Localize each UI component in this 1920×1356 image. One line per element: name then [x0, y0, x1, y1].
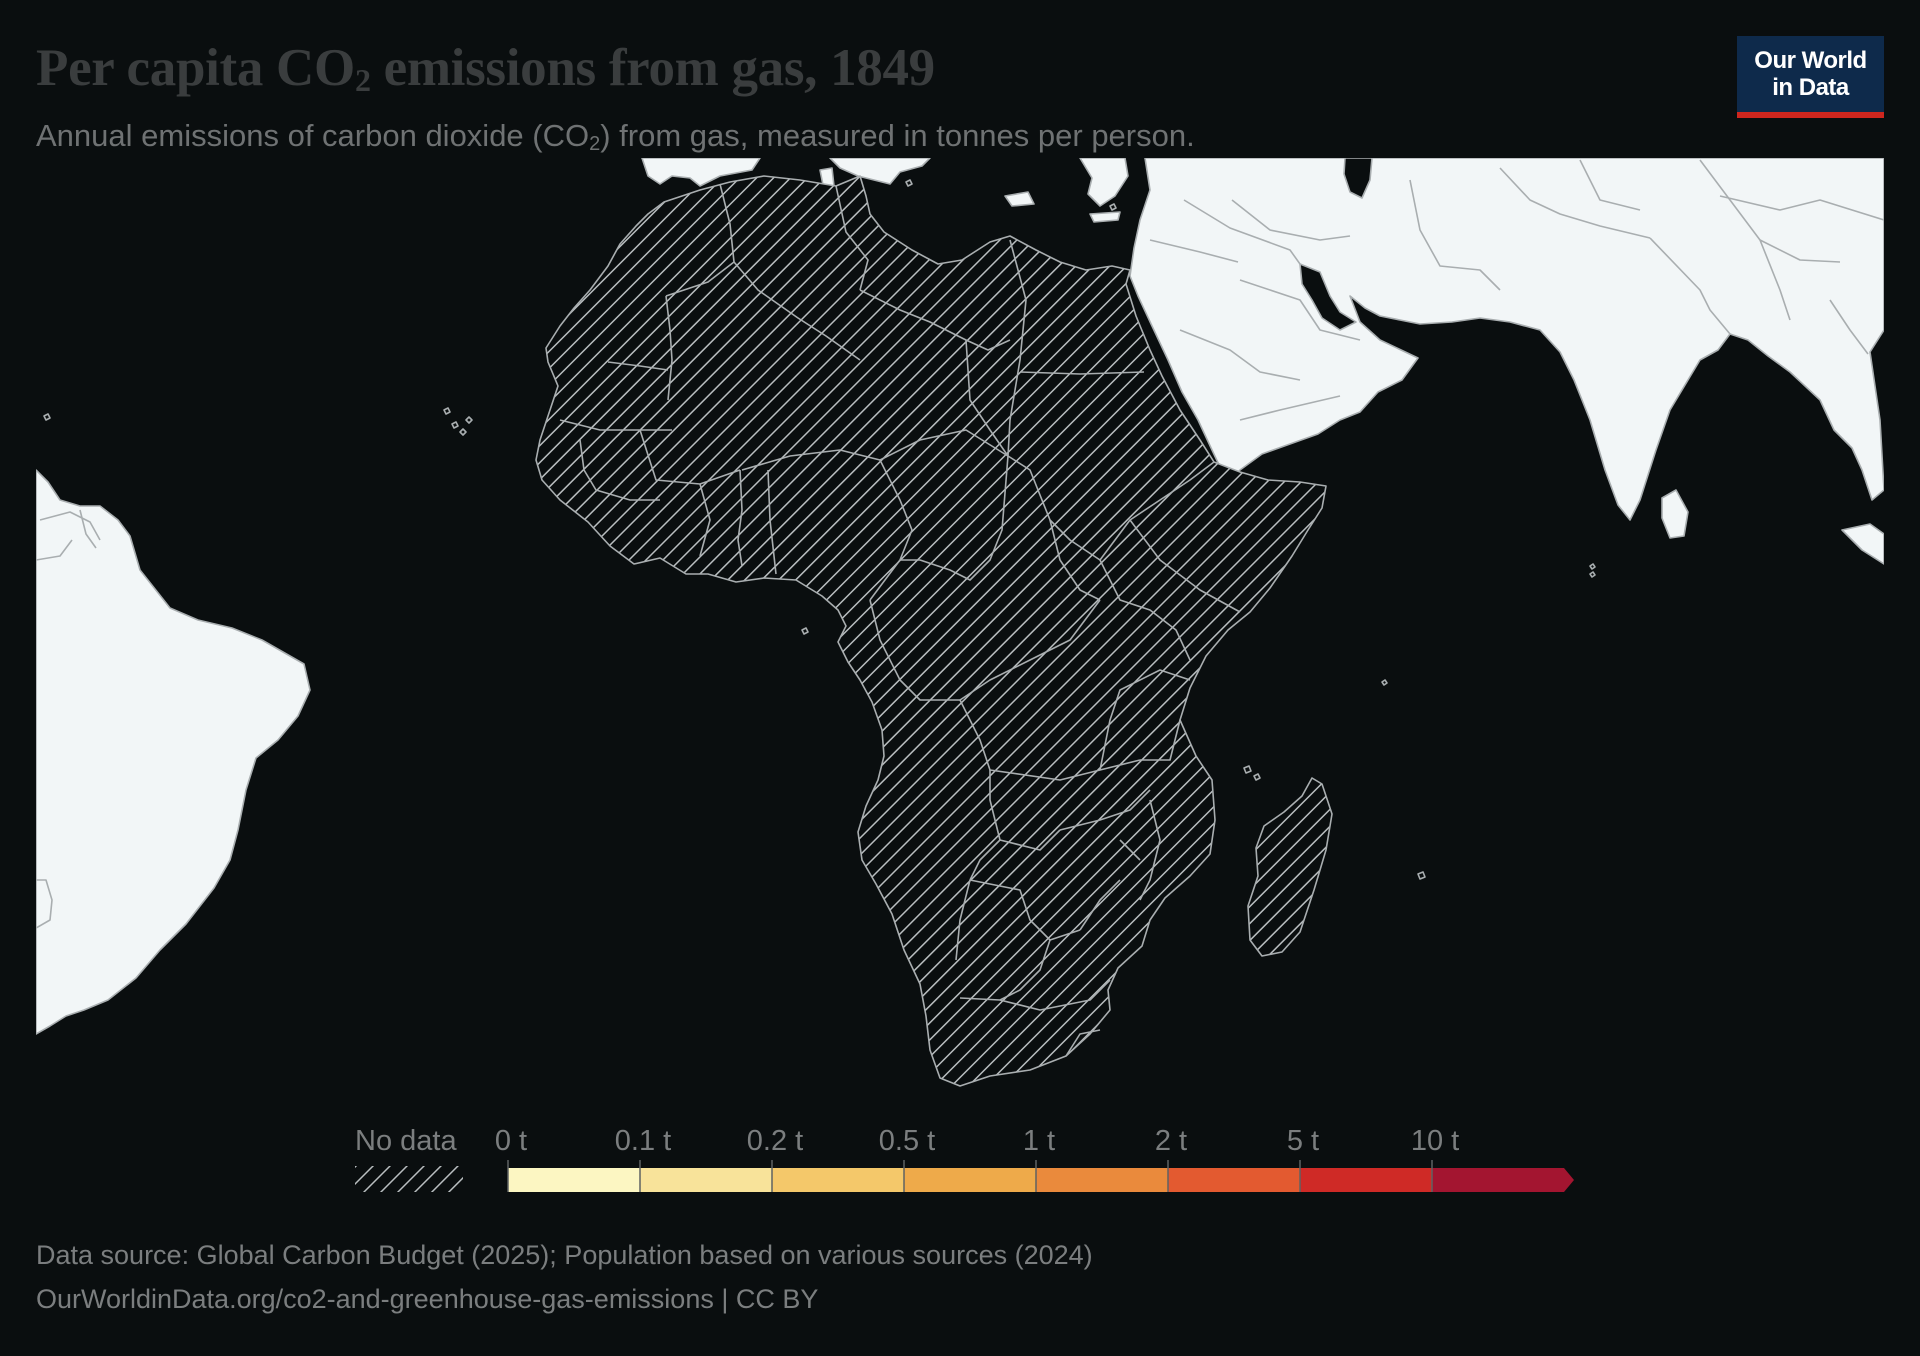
- chart-subtitle: Annual emissions of carbon dioxide (CO2)…: [36, 118, 1195, 156]
- legend-tick-label-2: 0.2 t: [746, 1125, 804, 1157]
- legend-tick-label-1: 0.1 t: [614, 1125, 672, 1157]
- asia-middle-east-land: [1129, 158, 1884, 521]
- legend-bin-6[interactable]: [1300, 1168, 1432, 1192]
- title-text: Per capita CO: [36, 39, 355, 97]
- subtitle-text-rest: ) from gas, measured in tonnes per perso…: [600, 118, 1195, 153]
- africa-borders: [559, 183, 1241, 1057]
- africa-nodata-region: [535, 175, 1327, 1087]
- europe-iberia-land: [641, 158, 761, 187]
- legend-no-data-label: No data: [355, 1125, 457, 1157]
- subtitle-subscript: 2: [589, 133, 601, 155]
- sicily-land: [1004, 191, 1035, 207]
- subtitle-text: Annual emissions of carbon dioxide (CO: [36, 118, 590, 153]
- chart-title: Per capita CO2 emissions from gas, 1849: [36, 38, 935, 99]
- legend-bin-5[interactable]: [1168, 1168, 1300, 1192]
- legend-bin-0[interactable]: [508, 1168, 640, 1192]
- title-subscript: 2: [354, 62, 371, 98]
- sumatra-land: [1841, 523, 1884, 565]
- small-islands: [43, 179, 1596, 880]
- legend-tick-label-6: 5 t: [1286, 1125, 1320, 1157]
- source-url-link[interactable]: OurWorldinData.org/co2-and-greenhouse-ga…: [36, 1284, 819, 1314]
- legend-bin-2[interactable]: [772, 1168, 904, 1192]
- legend-tick-label-5: 2 t: [1154, 1125, 1188, 1157]
- data-source-note: Data source: Global Carbon Budget (2025)…: [36, 1240, 1093, 1270]
- asia-borders: [1149, 159, 1884, 421]
- legend-tick-label-4: 1 t: [1022, 1125, 1056, 1157]
- legend-bin-4[interactable]: [1036, 1168, 1168, 1192]
- legend-bin-1[interactable]: [640, 1168, 772, 1192]
- legend-tick-label-7: 10 t: [1410, 1125, 1460, 1157]
- sri-lanka-land: [1661, 489, 1689, 539]
- legend-tick-label-3: 0.5 t: [878, 1125, 936, 1157]
- europe-italy-land: [829, 158, 931, 185]
- madagascar-nodata-region: [1247, 777, 1333, 957]
- south-america-borders: [36, 509, 101, 929]
- legend-bin-7[interactable]: [1432, 1168, 1574, 1192]
- legend-tick-label-0: 0 t: [494, 1125, 528, 1157]
- logo-text: Our World in Data: [1754, 47, 1867, 101]
- owid-logo[interactable]: Our World in Data: [1737, 36, 1884, 118]
- title-text-rest: emissions from gas, 1849: [370, 39, 936, 97]
- legend-bin-3[interactable]: [904, 1168, 1036, 1192]
- greece-land: [1079, 158, 1129, 207]
- persian-gulf-water: [1299, 263, 1357, 331]
- crete-land: [1089, 211, 1121, 223]
- caspian-sea-water: [1343, 158, 1373, 199]
- legend-no-data-swatch[interactable]: [355, 1166, 463, 1192]
- south-america-land: [36, 469, 311, 1035]
